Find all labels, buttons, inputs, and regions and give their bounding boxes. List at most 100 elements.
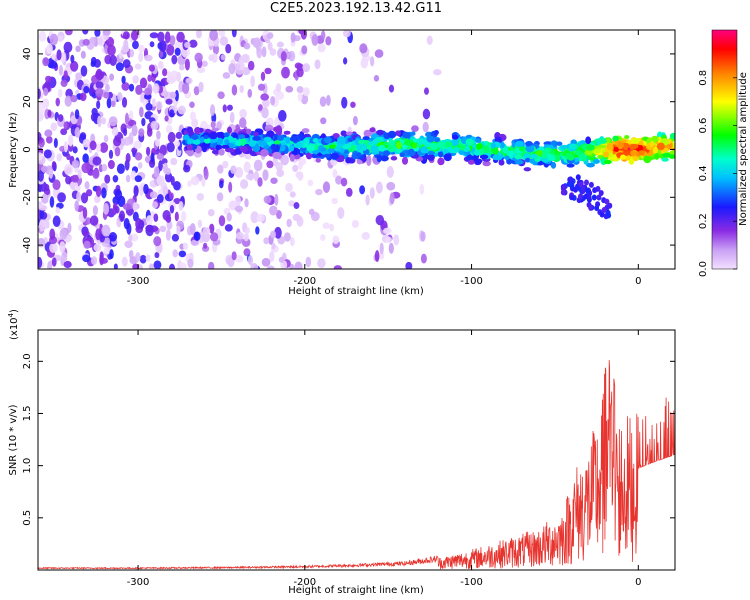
spectrogram-cell (44, 183, 50, 191)
spectrogram-ridge-cell (623, 154, 631, 161)
spectrogram-cell (99, 142, 109, 154)
spectrogram-ridge-cell (426, 135, 435, 143)
spectrogram-cell (286, 218, 292, 228)
spectrogram-ridge-cell (603, 159, 612, 165)
spectrogram-ridge-cell (277, 134, 285, 141)
spectrogram-cell (218, 30, 226, 37)
spectrogram-ridge-cell (581, 156, 587, 162)
spectrogram-ridge-cell (450, 138, 459, 146)
spectrogram-x-tick-label: -200 (293, 276, 316, 287)
spectrogram-cell (245, 173, 255, 181)
spectrogram-cell (159, 40, 167, 52)
spectrogram-cell (58, 64, 64, 76)
spectrogram-cell (296, 86, 304, 94)
spectrogram-cell (159, 144, 167, 156)
spectrogram-cell (38, 256, 43, 269)
spectrogram-cell (184, 41, 191, 49)
spectrogram-cell (388, 84, 395, 93)
spectrogram-cell (49, 196, 55, 208)
spectrogram-cell (135, 217, 143, 230)
spectrogram-cell (116, 163, 125, 175)
spectrogram-cell (118, 51, 123, 59)
spectrogram-cell (124, 112, 129, 125)
spectrogram-cell (49, 33, 59, 46)
spectrogram-ridge-cell (504, 155, 510, 160)
spectrogram-cell (188, 39, 198, 48)
spectrogram-ridge-cell (186, 144, 193, 151)
spectrogram-cell (222, 72, 231, 79)
spectrogram-cell (250, 262, 259, 269)
spectrogram-ridge-cell (390, 156, 398, 161)
spectrogram-cell (57, 35, 64, 42)
spectrogram-ridge-cell (383, 150, 390, 157)
spectrogram-cell (152, 201, 159, 209)
spectrogram-cell (289, 191, 296, 198)
spectrogram-cell (79, 92, 87, 102)
spectrogram-cell (229, 111, 235, 124)
spectrogram-cell (212, 43, 219, 55)
spectrogram-cell (389, 192, 395, 205)
spectrogram-cell (156, 175, 165, 186)
spectrogram-ridge-cell (370, 145, 379, 153)
colorbar-ticks: 0.0 0.2 0.4 0.6 0.8 (698, 70, 737, 277)
spectrogram-y-label: Frequency (Hz) (8, 112, 19, 188)
spectrogram-ridge-cell (190, 134, 199, 140)
spectrogram-cell (49, 228, 56, 240)
spectrogram-ridge-cell (602, 151, 610, 158)
snr-y-tick-label: 0.5 (22, 510, 33, 526)
spectrogram-cell (82, 254, 91, 263)
spectrogram-cell (63, 140, 69, 153)
spectrogram-cell (93, 195, 101, 204)
spectrogram-cell (343, 57, 348, 65)
spectrogram-cell (122, 203, 132, 211)
spectrogram-cell (68, 134, 74, 146)
spectrogram-cell (302, 63, 311, 73)
spectrogram-cell (335, 175, 343, 185)
spectrogram-cell (190, 176, 200, 186)
spectrogram-cell (588, 204, 594, 211)
spectrogram-cell (239, 85, 244, 94)
spectrogram-ridge-cell (514, 154, 522, 160)
spectrogram-cell (181, 210, 187, 222)
spectrogram-cell (219, 180, 224, 189)
spectrogram-cell (57, 88, 63, 98)
spectrogram-cell (80, 192, 89, 204)
spectrogram-ridge-cell (208, 131, 218, 140)
spectrogram-cell (149, 32, 159, 39)
spectrogram-cell (128, 83, 135, 92)
spectrogram-cell (134, 175, 143, 183)
spectrogram-cell (97, 35, 105, 47)
spectrogram-cell (239, 109, 247, 119)
spectrogram-cell (196, 66, 206, 74)
spectrogram-ridge-cell (476, 143, 484, 151)
spectrogram-cell (111, 126, 119, 136)
spectrogram-cell (121, 256, 128, 267)
spectrogram-ridge-cell (358, 139, 366, 145)
spectrogram-ridge-cell (568, 143, 578, 150)
spectrogram-ridge-cell (203, 134, 209, 140)
spectrogram-cell (373, 74, 380, 82)
spectrogram-cell (119, 138, 126, 147)
spectrogram-cell (209, 223, 215, 234)
spectrogram-cell (375, 214, 385, 226)
spectrogram-cell (243, 248, 251, 257)
spectrogram-cell (131, 147, 138, 154)
spectrogram-cell (177, 105, 186, 115)
spectrogram-cell (133, 185, 139, 197)
snr-y-tick-label: 2.0 (22, 353, 33, 369)
spectrogram-cell (74, 127, 81, 138)
spectrogram-cell (158, 160, 163, 172)
spectrogram-ridge-cell (518, 146, 526, 152)
spectrogram-cell (595, 201, 601, 208)
spectrogram-cell (64, 95, 72, 107)
spectrogram-ridge-cell (474, 150, 481, 156)
spectrogram-cell (128, 234, 133, 242)
spectrogram-cell (153, 166, 160, 178)
spectrogram-cell (124, 240, 133, 249)
spectrogram-ridge-cell (253, 131, 259, 137)
spectrogram-cell (70, 95, 78, 103)
spectrogram-ridge-cell (224, 139, 230, 145)
colorbar-gradient (712, 30, 737, 269)
spectrogram-cell (228, 181, 233, 193)
spectrogram-cell (165, 229, 171, 241)
